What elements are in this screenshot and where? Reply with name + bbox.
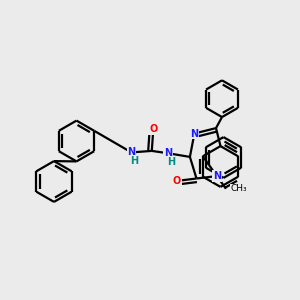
Text: O: O xyxy=(173,176,181,186)
Text: O: O xyxy=(149,124,158,134)
Text: H: H xyxy=(167,157,175,167)
Text: N: N xyxy=(213,171,221,181)
Text: N: N xyxy=(127,147,136,158)
Text: CH₃: CH₃ xyxy=(230,184,247,193)
Text: N: N xyxy=(164,148,172,158)
Text: H: H xyxy=(130,156,138,167)
Text: N: N xyxy=(190,128,199,139)
